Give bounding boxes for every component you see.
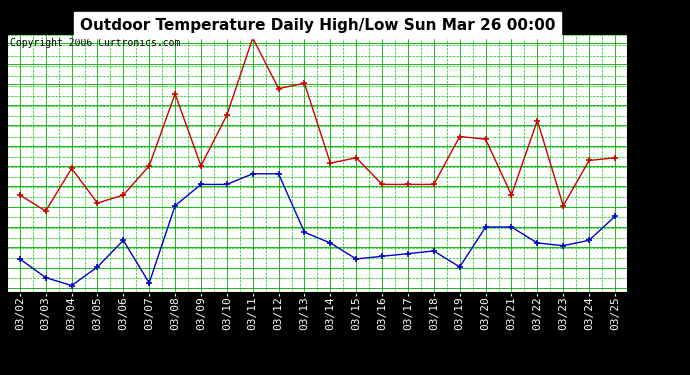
Title: Outdoor Temperature Daily High/Low Sun Mar 26 00:00: Outdoor Temperature Daily High/Low Sun M…: [79, 18, 555, 33]
Text: Copyright 2006 Curtronics.com: Copyright 2006 Curtronics.com: [10, 38, 180, 48]
